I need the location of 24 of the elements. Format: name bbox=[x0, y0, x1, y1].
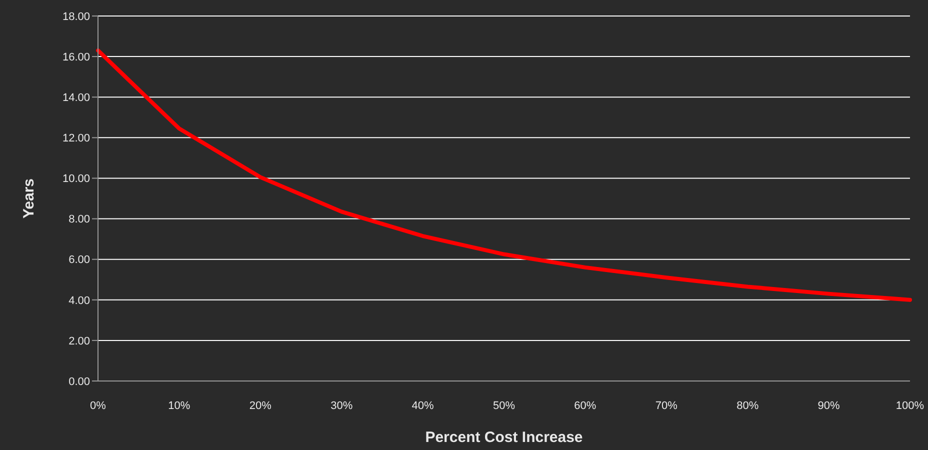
x-tick-label: 30% bbox=[330, 400, 353, 412]
x-tick-label: 10% bbox=[168, 400, 190, 412]
x-tick-label: 60% bbox=[574, 400, 596, 412]
x-tick-label: 100% bbox=[896, 400, 924, 412]
y-tick-label: 8.00 bbox=[68, 214, 90, 226]
y-axis-title: Years bbox=[20, 178, 38, 219]
y-tick-label: 2.00 bbox=[68, 335, 90, 348]
y-tick-label: 4.00 bbox=[68, 294, 90, 307]
x-tick-label: 90% bbox=[818, 400, 840, 412]
x-axis-title: Percent Cost Increase bbox=[425, 429, 583, 446]
x-tick-label: 70% bbox=[655, 400, 678, 412]
x-tick-label: 80% bbox=[736, 400, 759, 412]
line-series bbox=[96, 48, 912, 302]
y-tick-label: 14.00 bbox=[62, 92, 90, 104]
x-tick-label: 20% bbox=[249, 400, 272, 412]
y-tick-label: 0.00 bbox=[68, 376, 90, 388]
x-tick-label: 0% bbox=[90, 400, 106, 412]
x-tick-label: 50% bbox=[492, 400, 516, 412]
y-tick-label: 10.00 bbox=[62, 173, 90, 186]
y-tick-label: 18.00 bbox=[62, 10, 90, 23]
x-tick-label: 40% bbox=[412, 400, 434, 412]
y-tick-label: 12.00 bbox=[62, 132, 90, 145]
y-tick-label: 16.00 bbox=[62, 51, 90, 64]
y-tick-label: 6.00 bbox=[68, 254, 90, 266]
